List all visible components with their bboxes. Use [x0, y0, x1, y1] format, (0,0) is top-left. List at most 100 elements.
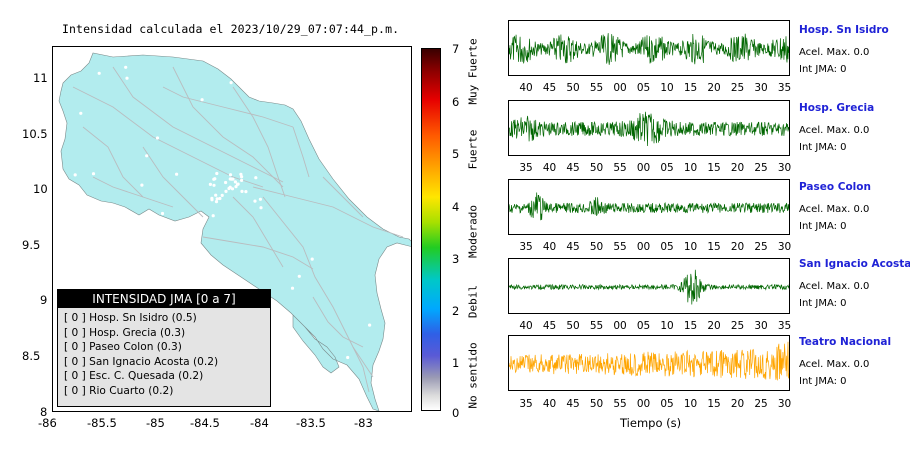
- town-dot: [214, 200, 219, 204]
- town-dot: [229, 177, 234, 181]
- colorbar-category: Fuerte: [466, 129, 480, 170]
- town-dot: [208, 182, 212, 186]
- x-tick-label: -85.5: [87, 416, 117, 430]
- time-tick-label: 40: [519, 320, 533, 332]
- station-name: Teatro Nacional: [799, 336, 892, 348]
- town-dot: [212, 183, 216, 187]
- town-dot: [227, 186, 231, 191]
- road-network: [72, 66, 404, 393]
- time-tick-label: 45: [566, 241, 580, 253]
- time-tick-label: 10: [683, 398, 698, 410]
- town-dot: [218, 196, 222, 201]
- town-dot: [220, 193, 224, 197]
- time-tick-label: 45: [566, 162, 580, 174]
- time-tick-label: 30: [777, 241, 792, 253]
- y-tick-label: 9.5: [22, 238, 41, 252]
- costa-rica-map: [58, 52, 411, 411]
- time-tick-label: 25: [754, 398, 768, 410]
- town-dot: [210, 198, 214, 202]
- town-dot: [124, 65, 128, 69]
- time-ticks: 35 40 45 50 55 00 05 10 15 20 25 30: [508, 398, 792, 412]
- land-shape: [58, 52, 411, 411]
- colorbar-category: No sentido: [466, 342, 480, 409]
- town-dot: [240, 178, 244, 182]
- waveform-line: [509, 192, 789, 221]
- town-dot: [254, 176, 258, 180]
- time-ticks: 40 45 50 55 00 05 10 15 20 25 30 35: [508, 320, 791, 334]
- town-dot: [228, 173, 233, 177]
- time-tick-label: 50: [589, 162, 604, 174]
- legend-item: [ 0 ] Hosp. Sn Isidro (0.5): [64, 312, 197, 324]
- time-tick-label: 20: [707, 82, 721, 94]
- road-line: [322, 176, 364, 218]
- x-tick-label: -84: [250, 416, 269, 430]
- colorbar-number: 7: [452, 42, 460, 56]
- town-dot: [240, 175, 244, 179]
- town-dot: [160, 211, 165, 216]
- legend-item: [ 0 ] Rio Cuarto (0.2): [64, 384, 174, 397]
- town-dot: [233, 180, 237, 184]
- time-tick-label: 35: [519, 162, 533, 174]
- legend-list: [ 0 ] Hosp. Sn Isidro (0.5) [ 0 ] Hosp. …: [58, 311, 270, 399]
- waveform-panel[interactable]: [508, 258, 790, 314]
- y-tick-label: 11: [33, 71, 48, 85]
- town-dot: [377, 162, 381, 167]
- time-tick-label: 05: [660, 162, 674, 174]
- x-tick-label: -85: [146, 416, 165, 430]
- intensity-legend: INTENSIDAD JMA [0 a 7] [ 0 ] Hosp. Sn Is…: [57, 289, 271, 407]
- time-tick-label: 25: [730, 320, 745, 332]
- station-acel-max: Acel. Max. 0.0: [799, 125, 870, 136]
- waveform-trace: [509, 341, 789, 381]
- town-dot: [224, 180, 228, 185]
- town-dot: [155, 136, 160, 140]
- waveform-panel[interactable]: [508, 100, 790, 156]
- station-int-jma: Int JMA: 0: [799, 376, 847, 387]
- legend-item: [ 0 ] Hosp. Grecia (0.3): [64, 326, 186, 339]
- time-tick-label: 00: [613, 82, 627, 94]
- station-int-jma: Int JMA: 0: [799, 298, 847, 309]
- station-int-jma: Int JMA: 0: [799, 64, 847, 75]
- y-tick-label: 9: [40, 293, 48, 307]
- time-tick-label: 45: [542, 82, 557, 94]
- time-ticks: 40 45 50 55 00 05 10 15 20 25 30 35: [508, 82, 791, 96]
- time-tick-label: 40: [542, 398, 557, 410]
- intensity-colorbar: [421, 48, 441, 411]
- time-tick-label: 50: [589, 241, 604, 253]
- town-dot: [239, 172, 243, 176]
- time-tick-label: 15: [707, 162, 721, 174]
- station-acel-max: Acel. Max. 0.0: [799, 47, 870, 58]
- colorbar-number: 3: [452, 252, 460, 266]
- waveform-panel[interactable]: [508, 20, 790, 76]
- town-dot: [358, 144, 362, 148]
- town-dot: [248, 72, 253, 76]
- time-tick-label: 30: [777, 398, 792, 410]
- waveform-panel[interactable]: [508, 335, 790, 391]
- station-acel-max: Acel. Max. 0.0: [799, 204, 870, 215]
- time-axis-label: Tiempo (s): [620, 416, 682, 430]
- town-dot: [230, 187, 235, 191]
- waveform-trace: [509, 192, 789, 221]
- station-acel-max: Acel. Max. 0.0: [799, 281, 870, 292]
- waveform-trace: [509, 111, 789, 147]
- town-dot: [253, 199, 257, 203]
- legend-title: INTENSIDAD JMA [0 a 7]: [58, 290, 270, 308]
- time-tick-label: 00: [636, 398, 651, 410]
- town-dot: [240, 189, 244, 193]
- waveform-panel[interactable]: [508, 179, 790, 235]
- town-dot: [224, 189, 228, 193]
- time-tick-label: 05: [660, 398, 674, 410]
- town-dot: [341, 109, 345, 113]
- time-tick-label: 20: [730, 162, 745, 174]
- road-line: [162, 86, 294, 128]
- town-dot: [97, 71, 101, 75]
- station-name: San Ignacio Acosta: [799, 258, 910, 270]
- colorbar-category: Muy Fuerte: [466, 38, 480, 105]
- time-tick-label: 30: [754, 320, 768, 332]
- time-tick-label: 20: [730, 241, 745, 253]
- town-dot: [145, 154, 149, 158]
- town-dot: [215, 197, 219, 201]
- time-tick-label: 40: [542, 241, 557, 253]
- town-dot: [79, 111, 83, 115]
- time-tick-label: 15: [707, 241, 721, 253]
- legend-item: [ 0 ] Esc. C. Quesada (0.2): [64, 370, 204, 383]
